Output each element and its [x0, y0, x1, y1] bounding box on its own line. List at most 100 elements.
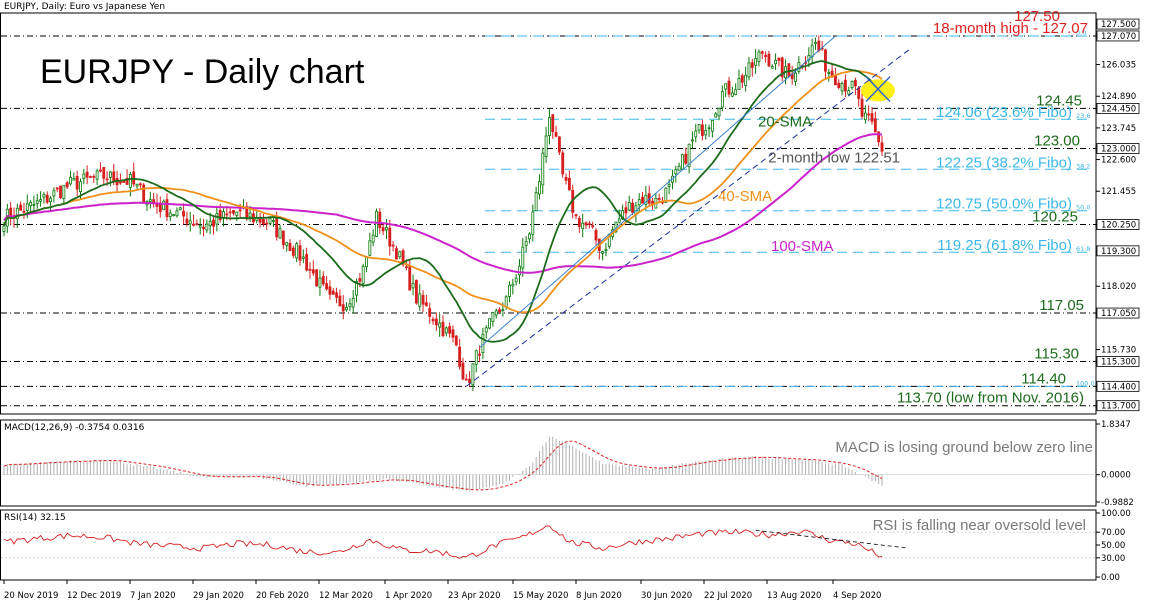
- candle-body: [451, 329, 455, 338]
- candle-body: [105, 178, 109, 181]
- candle-body: [567, 177, 571, 191]
- candle-body: [288, 242, 292, 251]
- candle-body: [132, 171, 136, 185]
- candle-body: [15, 207, 19, 220]
- candle-body: [22, 210, 26, 213]
- candle-body: [35, 200, 39, 204]
- chart-title: EURJPY - Daily chart: [40, 53, 365, 91]
- candle-body: [338, 295, 342, 307]
- candle-body: [850, 80, 854, 88]
- level-label: 114.40: [1021, 370, 1066, 387]
- candle-body: [148, 199, 152, 202]
- candle-body: [65, 182, 69, 188]
- candle-body: [657, 197, 661, 200]
- candle-body: [281, 230, 285, 245]
- candle-body: [92, 175, 96, 178]
- candle-body: [824, 49, 827, 72]
- candle-body: [664, 187, 668, 203]
- candle-body: [604, 249, 608, 251]
- candle-body: [368, 240, 372, 256]
- level-label: 115.30: [1034, 345, 1079, 362]
- labels-layer: EURJPY, Daily: Euro vs Japanese Yen EURJ…: [4, 2, 365, 523]
- candle-body: [760, 51, 764, 54]
- candle-body: [501, 309, 505, 312]
- candle-body: [395, 248, 398, 260]
- candle-body: [757, 51, 761, 63]
- candle-body: [780, 57, 784, 78]
- level-label: 117.05: [1039, 297, 1084, 314]
- candle-body: [172, 214, 176, 217]
- candle-body: [79, 181, 82, 193]
- candle-body: [744, 74, 748, 86]
- fibo-tag-label: 0.0: [1076, 29, 1086, 37]
- candle-body: [301, 256, 305, 259]
- fibo-tag-label: 50.0: [1076, 204, 1090, 212]
- candle-body: [514, 277, 518, 283]
- candle-body: [617, 218, 621, 223]
- candle-body: [544, 135, 548, 157]
- candle-body: [720, 91, 724, 108]
- candle-body: [710, 120, 714, 132]
- candle-body: [754, 58, 758, 66]
- price-tick-label: 115.730: [1101, 346, 1136, 356]
- candle-body: [750, 62, 754, 68]
- price-tick-label: 114.400: [1101, 382, 1136, 392]
- price-tick-label: 117.050: [1101, 309, 1136, 319]
- candle-body: [95, 170, 99, 180]
- candle-body: [72, 178, 76, 181]
- candle-body: [444, 327, 448, 334]
- candle-body: [777, 57, 781, 61]
- candle-body: [624, 207, 628, 214]
- time-tick-label: 8 Jun 2020: [576, 591, 622, 601]
- candle-body: [225, 213, 229, 216]
- candle-body: [707, 127, 711, 130]
- candle-body: [528, 233, 531, 240]
- candle-body: [228, 211, 232, 214]
- time-axis: 20 Nov 2019 12 Dec 2019 7 Jan 2020 29 Jan 2…: [3, 580, 881, 601]
- candle-body: [454, 335, 458, 346]
- fibo-label: 120.75 (50.0% Fibo): [936, 196, 1072, 213]
- candle-body: [99, 169, 102, 172]
- candle-body: [391, 244, 395, 247]
- candle-body: [787, 63, 791, 77]
- candle-body: [295, 243, 299, 259]
- candle-body: [418, 293, 422, 307]
- candle-body: [554, 132, 558, 137]
- candle-body: [691, 139, 694, 142]
- macd-label: MACD(12,26,9) -0.3754 0.0316: [4, 423, 145, 433]
- candle-body: [205, 223, 209, 231]
- sma100-annotation: 100-SMA: [771, 238, 834, 255]
- time-tick-label: 12 Mar 2020: [319, 591, 373, 601]
- candle-body: [814, 42, 817, 44]
- candle-body: [135, 183, 139, 187]
- candle-body: [185, 218, 189, 224]
- candle-body: [584, 222, 588, 226]
- candle-body: [355, 281, 358, 296]
- candle-body: [518, 265, 521, 276]
- candle-body: [458, 346, 462, 367]
- candle-body: [794, 72, 797, 82]
- candle-body: [774, 60, 778, 65]
- candle-body: [125, 177, 129, 185]
- candle-body: [478, 353, 482, 356]
- candle-body: [834, 75, 837, 86]
- candle-body: [511, 283, 515, 287]
- fibo-tag-label: 23.6: [1076, 112, 1090, 120]
- candle-body: [538, 181, 541, 195]
- candle-body: [82, 173, 86, 180]
- rsi-line: [3, 525, 883, 559]
- rsi-trendline: [755, 529, 909, 549]
- candle-body: [424, 302, 428, 307]
- candle-body: [275, 217, 279, 238]
- candle-body: [142, 184, 146, 203]
- candle-body: [238, 209, 242, 212]
- level-label: 123.00: [1034, 133, 1080, 150]
- candle-body: [448, 326, 452, 334]
- price-tick-label: 119.300: [1101, 247, 1136, 257]
- candle-body: [667, 184, 671, 187]
- candle-body: [541, 152, 545, 186]
- price-label-box: [1096, 380, 1140, 392]
- candle-body: [195, 223, 199, 226]
- candle-body: [594, 229, 598, 241]
- candle-body: [857, 87, 861, 99]
